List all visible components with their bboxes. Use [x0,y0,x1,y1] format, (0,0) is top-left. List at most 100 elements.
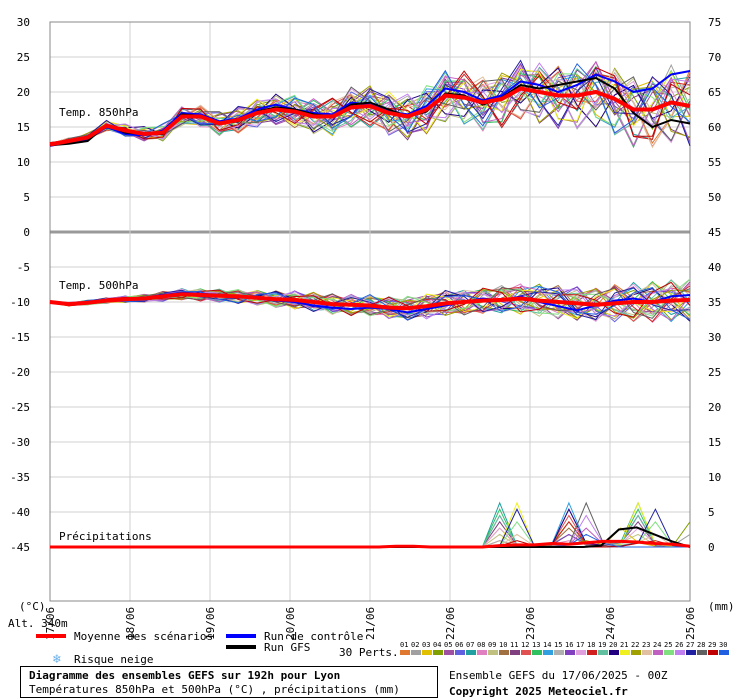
tick-label-right: 25 [708,366,721,379]
pert-swatch [719,650,729,655]
pert-swatch [499,650,509,655]
pert-swatch [411,650,421,655]
pert-swatch [565,650,575,655]
tick-label-x: 25/06 [684,607,697,640]
pert-number: 04 [433,641,441,649]
pert-number: 30 [719,641,727,649]
legend-control-label: Run de contrôle [264,630,363,643]
pert-number: 18 [587,641,595,649]
run-info: Ensemble GEFS du 17/06/2025 - 00Z Copyri… [449,668,668,700]
pert-number: 29 [708,641,716,649]
pert-number: 01 [400,641,408,649]
pert-swatch [455,650,465,655]
pert-swatch [554,650,564,655]
pert-number: 08 [477,641,485,649]
tick-label-left: -35 [10,471,30,484]
pert-number: 21 [620,641,628,649]
pert-swatch [609,650,619,655]
tick-label-left: 0 [23,226,30,239]
pert-number: 19 [598,641,606,649]
tick-label-left: -45 [10,541,30,554]
plot-frame [49,21,691,602]
pert-number: 11 [510,641,518,649]
pert-swatch [620,650,630,655]
tick-label-right: 5 [708,506,715,519]
tick-label-left: 25 [17,51,30,64]
tick-label-x: 17/06 [44,607,57,640]
tick-label-x: 22/06 [444,607,457,640]
tick-label-left: 30 [17,16,30,29]
member-850-line [49,62,691,146]
pert-number: 14 [543,641,551,649]
pert-number: 05 [444,641,452,649]
pert-number: 12 [521,641,529,649]
pert-number: 25 [664,641,672,649]
tick-label-right: 65 [708,86,721,99]
tick-label-right: 70 [708,51,721,64]
pert-swatch [532,650,542,655]
tick-label-left: -5 [17,261,30,274]
pert-number: 09 [488,641,496,649]
pert-swatch [466,650,476,655]
tick-label-right: 60 [708,121,721,134]
main-series [49,70,691,549]
unit-left: (°C) [19,600,46,613]
pert-swatch [697,650,707,655]
snowflake-icon: ❄ [52,652,61,667]
tick-label-right: 0 [708,541,715,554]
tick-label-left: 10 [17,156,30,169]
pert-number: 07 [466,641,474,649]
pert-swatch [444,650,454,655]
pert-swatch [708,650,718,655]
mean-500-line [49,292,691,311]
chart-legend: Moyenne des scénarios Run de contrôleRun … [36,630,729,667]
altitude-label: Alt. 340m [8,617,68,630]
pert-number: 20 [609,641,617,649]
pert-swatch [675,650,685,655]
tick-label-left: -30 [10,436,30,449]
pert-number: 02 [411,641,419,649]
legend-mean-label: Moyenne des scénarios [74,630,213,643]
tick-label-left: 15 [17,121,30,134]
tick-label-right: 50 [708,191,721,204]
tick-label-right: 55 [708,156,721,169]
pert-swatch [631,650,641,655]
chart-subtitle: Températures 850hPa et 500hPa (°C) , pré… [29,683,400,696]
pert-swatch [543,650,553,655]
legend-gfs-label: Run GFS [264,641,310,654]
pert-number: 24 [653,641,661,649]
tick-label-right: 45 [708,226,721,239]
pert-swatch [477,650,487,655]
tick-label-x: 19/06 [204,607,217,640]
tick-label-right: 75 [708,16,721,29]
pert-swatch [488,650,498,655]
pert-swatch [433,650,443,655]
pert-swatch [587,650,597,655]
pert-number: 15 [554,641,562,649]
pert-number: 13 [532,641,540,649]
copyright: Copyright 2025 Meteociel.fr [449,685,628,698]
pert-swatch [686,650,696,655]
label-500: Temp. 500hPa [59,279,138,292]
pert-number: 26 [675,641,683,649]
tick-label-left: -40 [10,506,30,519]
member-850-line [49,62,691,145]
tick-label-x: 18/06 [124,607,137,640]
chart-title: Diagramme des ensembles GEFS sur 192h po… [29,669,341,682]
tick-label-right: 20 [708,401,721,414]
mean-precip-line [50,539,691,549]
unit-right: (mm) [708,600,735,613]
chart-grid [49,21,691,602]
pert-swatch [510,650,520,655]
tick-label-right: 40 [708,261,721,274]
pert-swatch [521,650,531,655]
pert-swatch [422,650,432,655]
label-850: Temp. 850hPa [59,106,138,119]
tick-label-x: 21/06 [364,607,377,640]
legend-perts-label: 30 Perts. [339,646,399,659]
pert-swatch [400,650,410,655]
tick-label-x: 24/06 [604,607,617,640]
pert-number: 27 [686,641,694,649]
tick-label-left: -15 [10,331,30,344]
